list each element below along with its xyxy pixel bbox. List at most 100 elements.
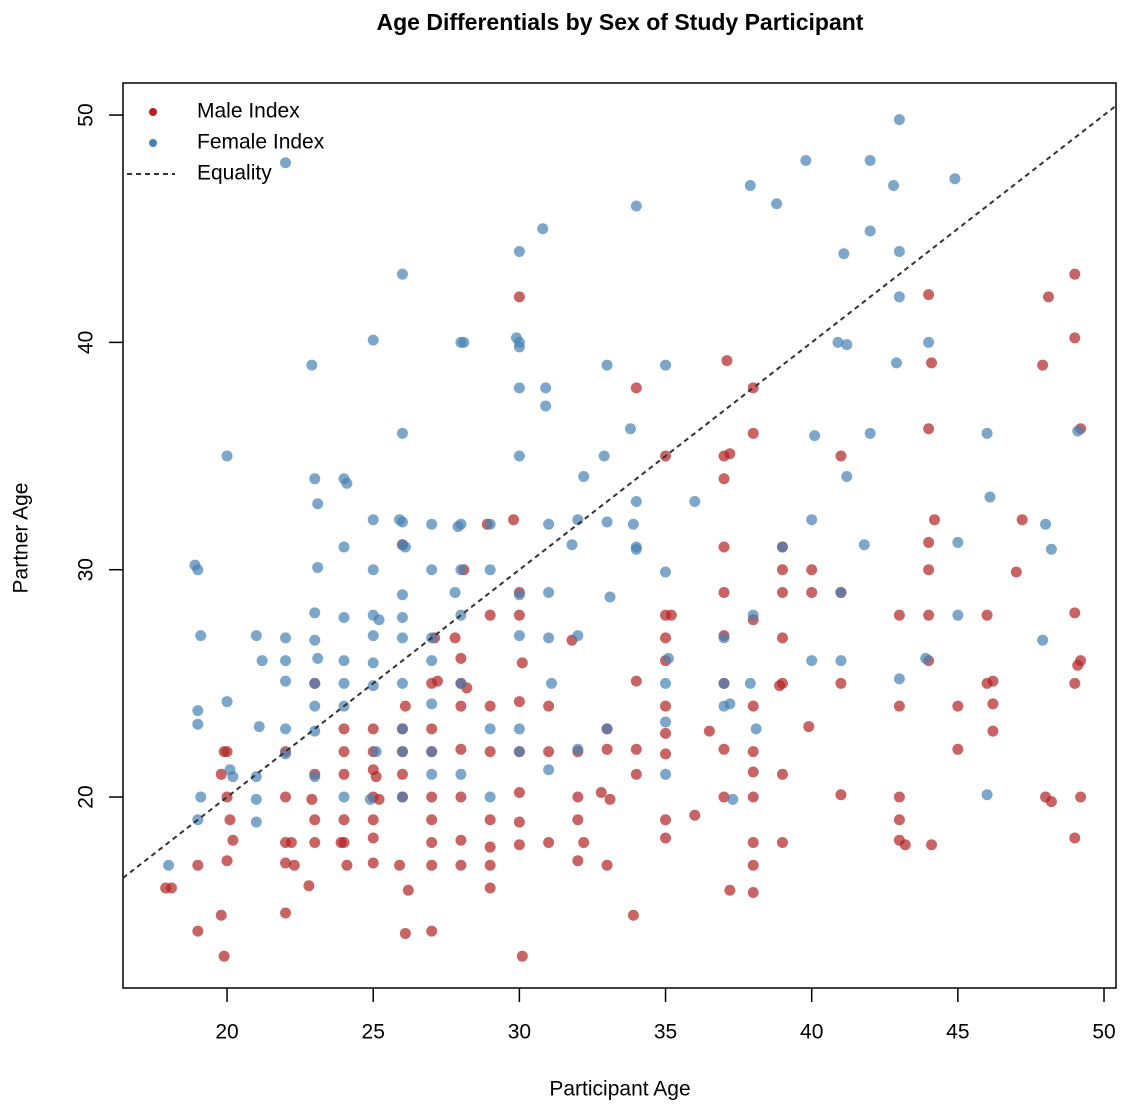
- scatter-point: [572, 743, 584, 755]
- scatter-point: [338, 768, 350, 780]
- scatter-point: [578, 837, 590, 849]
- scatter-point: [923, 423, 935, 435]
- scatter-point: [484, 859, 496, 871]
- scatter-point: [280, 907, 292, 919]
- scatter-point: [864, 427, 876, 439]
- scatter-point: [806, 586, 818, 598]
- scatter-point: [543, 837, 555, 849]
- scatter-point: [396, 768, 408, 780]
- scatter-point: [250, 771, 262, 783]
- x-tick-label: 45: [946, 1021, 969, 1044]
- scatter-point: [426, 814, 438, 826]
- scatter-point: [984, 491, 996, 503]
- x-tick-label: 40: [800, 1021, 823, 1044]
- scatter-point: [396, 611, 408, 623]
- scatter-point: [660, 832, 672, 844]
- scatter-point: [630, 200, 642, 212]
- scatter-point: [484, 841, 496, 853]
- plot-frame: [122, 82, 1117, 989]
- scatter-point: [192, 718, 204, 730]
- scatter-point: [394, 859, 406, 871]
- scatter-point: [312, 561, 324, 573]
- scatter-point: [987, 725, 999, 737]
- scatter-point: [394, 514, 406, 526]
- legend-label: Equality: [197, 162, 272, 185]
- scatter-point: [1075, 791, 1087, 803]
- scatter-point: [396, 746, 408, 758]
- scatter-point: [309, 677, 321, 689]
- scatter-point: [218, 950, 230, 962]
- scatter-point: [426, 655, 438, 667]
- scatter-point: [572, 630, 584, 642]
- scatter-point: [893, 291, 905, 303]
- scatter-point: [689, 496, 701, 508]
- scatter-point: [601, 359, 613, 371]
- scatter-point: [543, 764, 555, 776]
- scatter-point: [926, 839, 938, 851]
- scatter-point: [309, 814, 321, 826]
- scatter-point: [192, 564, 204, 576]
- scatter-point: [601, 723, 613, 735]
- scatter-point: [718, 677, 730, 689]
- scatter-point: [221, 746, 233, 758]
- scatter-point: [665, 609, 677, 621]
- scatter-point: [981, 427, 993, 439]
- scatter-point: [215, 909, 227, 921]
- scatter-point: [572, 814, 584, 826]
- scatter-point: [367, 723, 379, 735]
- scatter-point: [449, 632, 461, 644]
- scatter-point: [543, 700, 555, 712]
- scatter-point: [484, 723, 496, 735]
- scatter-point: [660, 677, 672, 689]
- scatter-point: [595, 786, 607, 798]
- scatter-point: [426, 564, 438, 576]
- scatter-point: [543, 632, 555, 644]
- scatter-point: [747, 427, 759, 439]
- scatter-point: [338, 791, 350, 803]
- scatter-point: [718, 632, 730, 644]
- scatter-point: [163, 859, 175, 871]
- scatter-point: [630, 675, 642, 687]
- x-tick-label: 25: [362, 1021, 385, 1044]
- scatter-point: [192, 859, 204, 871]
- scatter-point: [224, 814, 236, 826]
- scatter-point: [660, 700, 672, 712]
- legend-marker: [149, 108, 157, 116]
- scatter-point: [309, 837, 321, 849]
- scatter-point: [484, 814, 496, 826]
- scatter-point: [338, 723, 350, 735]
- scatter-point: [513, 450, 525, 462]
- scatter-point: [195, 630, 207, 642]
- scatter-point: [250, 630, 262, 642]
- scatter-point: [455, 652, 467, 664]
- scatter-point: [601, 516, 613, 528]
- scatter-point: [987, 675, 999, 687]
- scatter-point: [1069, 607, 1081, 619]
- scatter-point: [724, 884, 736, 896]
- scatter-point: [806, 514, 818, 526]
- scatter-point: [484, 791, 496, 803]
- scatter-point: [864, 225, 876, 237]
- scatter-point: [841, 339, 853, 351]
- scatter-point: [426, 768, 438, 780]
- scatter-point: [1010, 566, 1022, 578]
- scatter-point: [280, 857, 292, 869]
- scatter-point: [306, 359, 318, 371]
- y-tick-label: 40: [75, 331, 98, 354]
- scatter-point: [981, 789, 993, 801]
- legend-label: Male Index: [197, 100, 300, 123]
- scatter-point: [952, 609, 964, 621]
- scatter-point: [630, 496, 642, 508]
- scatter-point: [803, 721, 815, 733]
- scatter-point: [747, 746, 759, 758]
- scatter-point: [306, 793, 318, 805]
- scatter-point: [367, 657, 379, 669]
- scatter-point: [367, 334, 379, 346]
- scatter-point: [601, 859, 613, 871]
- scatter-point: [455, 700, 467, 712]
- scatter-point: [513, 630, 525, 642]
- scatter-point: [718, 743, 730, 755]
- scatter-point: [893, 700, 905, 712]
- scatter-point: [750, 723, 762, 735]
- scatter-point: [399, 700, 411, 712]
